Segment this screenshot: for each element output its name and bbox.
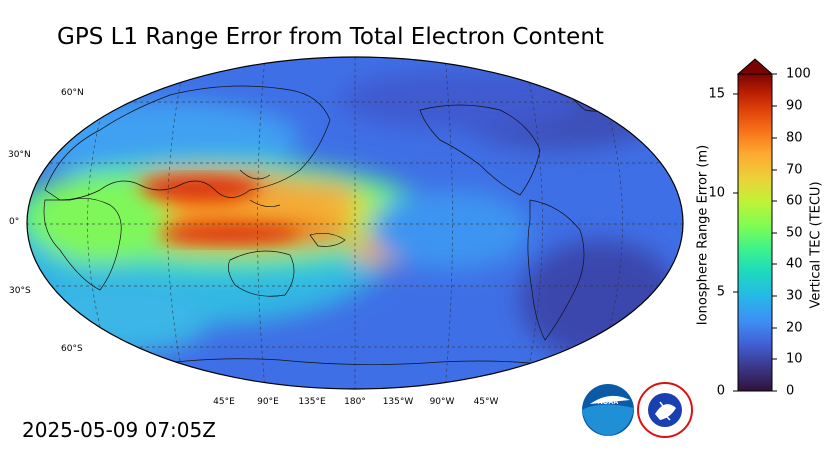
tec-map [27, 57, 683, 389]
right-tick-90: 90 [786, 98, 803, 114]
map-outline [26, 56, 684, 390]
lon-label-90w: 90°W [429, 397, 455, 407]
colorbar [733, 58, 777, 392]
lon-label-45w: 45°W [473, 397, 499, 407]
left-tick-10: 10 [708, 185, 725, 201]
lon-label-45e: 45°E [213, 397, 235, 407]
right-tick-60: 60 [786, 193, 803, 209]
lon-label-90e: 90°E [257, 397, 279, 407]
svg-text:NOAA: NOAA [598, 399, 619, 406]
right-tick-50: 50 [786, 225, 803, 241]
right-tick-70: 70 [786, 162, 803, 178]
right-tick-30: 30 [786, 288, 803, 304]
colorbar-left-label-wrap: Ionosphere Range Error (m) [695, 130, 711, 340]
lon-label-135w: 135°W [382, 397, 414, 407]
left-tick-5: 5 [716, 284, 725, 300]
right-tick-10: 10 [786, 351, 803, 367]
lat-label-60s: 60°S [61, 344, 83, 354]
lon-label-180: 180° [344, 397, 366, 407]
right-tick-0: 0 [786, 383, 795, 399]
left-tick-0: 0 [716, 383, 725, 399]
right-tick-40: 40 [786, 256, 803, 272]
lon-label-135e: 135°E [298, 397, 326, 407]
right-tick-100: 100 [786, 66, 811, 82]
chart-title: GPS L1 Range Error from Total Electron C… [57, 24, 604, 50]
colorbar-right-label-wrap: Vertical TEC (TECU) [808, 140, 824, 350]
colorbar-right-label: Vertical TEC (TECU) [808, 181, 824, 309]
left-tick-15: 15 [708, 86, 725, 102]
lat-label-30s: 30°S [9, 286, 31, 296]
lat-label-30n: 30°N [8, 150, 31, 160]
lat-label-0: 0° [9, 217, 20, 227]
right-tick-20: 20 [786, 320, 803, 336]
timestamp: 2025-05-09 07:05Z [22, 418, 216, 442]
nws-logo [637, 382, 693, 438]
noaa-logo: NOAA [582, 384, 634, 436]
right-tick-80: 80 [786, 130, 803, 146]
lat-label-60n: 60°N [61, 88, 84, 98]
